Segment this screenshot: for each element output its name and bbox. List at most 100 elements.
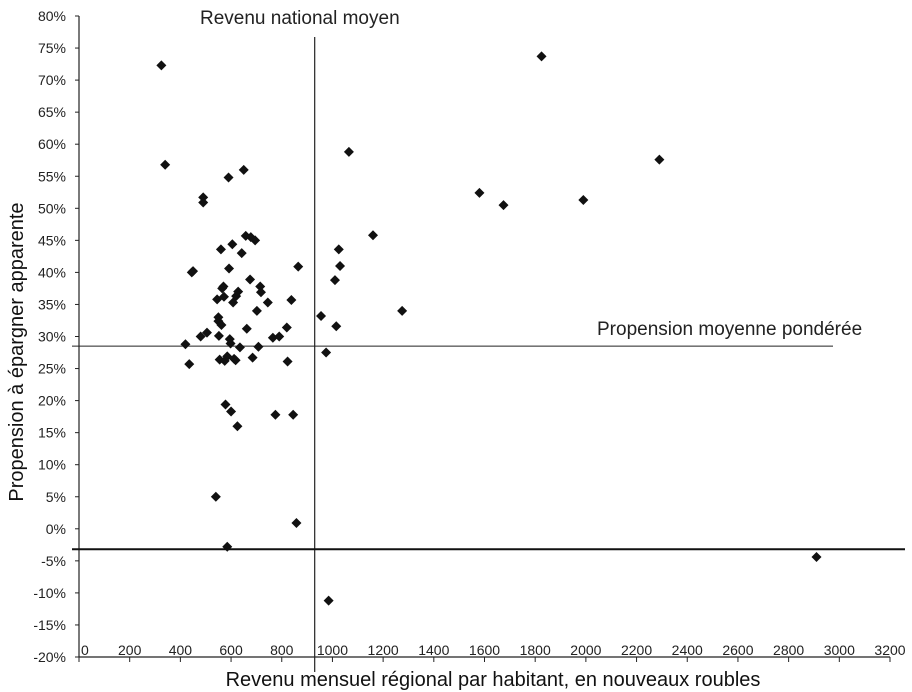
data-point xyxy=(286,294,297,305)
data-point xyxy=(293,261,304,272)
x-axis: 0 200 400 600 800 1000 1200 1400 1600 1800 2000 220… xyxy=(78,642,906,662)
y-tick-label: 25% xyxy=(38,361,66,377)
mean-income-label: Revenu national moyen xyxy=(200,8,400,29)
y-tick-label: -5% xyxy=(41,553,66,569)
x-tick-label: 2000 xyxy=(570,642,601,658)
data-point xyxy=(288,409,299,420)
y-tick-label: 35% xyxy=(38,296,66,312)
data-point xyxy=(232,421,243,432)
data-point xyxy=(220,399,231,410)
data-point xyxy=(536,51,547,62)
y-tick-label: 80% xyxy=(38,8,66,24)
y-tick-label: 55% xyxy=(38,168,66,184)
x-tick-label: 600 xyxy=(219,642,243,658)
y-tick-label: 75% xyxy=(38,40,66,56)
data-point xyxy=(578,194,589,205)
y-tick-label: -20% xyxy=(33,649,66,665)
data-point xyxy=(247,352,258,363)
y-tick-label: 40% xyxy=(38,264,66,280)
reference-lines xyxy=(72,37,905,672)
data-point xyxy=(291,518,302,529)
y-tick-label: 5% xyxy=(46,489,66,505)
data-point xyxy=(230,355,241,366)
data-point xyxy=(210,491,221,502)
data-point xyxy=(267,332,278,343)
data-point xyxy=(274,331,285,342)
data-point xyxy=(262,297,273,308)
data-point xyxy=(282,356,293,367)
data-point xyxy=(223,172,234,183)
data-point xyxy=(811,552,822,563)
data-point xyxy=(343,146,354,157)
data-point xyxy=(233,286,244,297)
data-point xyxy=(321,347,332,358)
x-tick-label: 1800 xyxy=(520,642,551,658)
y-tick-label: 50% xyxy=(38,200,66,216)
x-tick-label: 0 xyxy=(81,642,89,658)
y-tick-label: 60% xyxy=(38,136,66,152)
x-tick-label: 2800 xyxy=(773,642,804,658)
y-tick-label: -10% xyxy=(33,585,66,601)
data-point xyxy=(225,338,236,349)
data-point xyxy=(335,260,346,271)
data-point xyxy=(216,319,227,330)
data-point xyxy=(188,266,199,277)
x-tick-label: 1200 xyxy=(368,642,399,658)
data-point xyxy=(236,248,247,259)
y-tick-label: 20% xyxy=(38,393,66,409)
data-point xyxy=(255,281,266,292)
y-tick-label: 45% xyxy=(38,232,66,248)
x-tick-label: 2200 xyxy=(621,642,652,658)
data-point xyxy=(156,60,167,71)
data-point xyxy=(367,230,378,241)
data-point xyxy=(184,359,195,370)
x-tick-label: 400 xyxy=(169,642,193,658)
data-point xyxy=(198,197,209,208)
data-point xyxy=(331,321,342,332)
data-point xyxy=(198,192,209,203)
data-point xyxy=(224,263,235,274)
data-point xyxy=(474,187,485,198)
data-point xyxy=(245,274,256,285)
y-tick-label: 15% xyxy=(38,425,66,441)
data-point xyxy=(215,244,226,255)
y-tick-label: -15% xyxy=(33,617,66,633)
data-point xyxy=(222,541,233,552)
data-point xyxy=(195,331,206,342)
data-point xyxy=(255,287,266,298)
x-tick-label: 1600 xyxy=(469,642,500,658)
data-point xyxy=(201,327,212,338)
data-point xyxy=(498,200,509,211)
y-tick-label: 30% xyxy=(38,329,66,345)
x-axis-title: Revenu mensuel régional par habitant, en… xyxy=(226,669,761,691)
x-tick-label: 3000 xyxy=(824,642,855,658)
y-axis: 80% 75% 70% 65% 60% 55% 50% 45% 40% 35% 30% 25% 20% 1… xyxy=(33,8,80,665)
x-tick-label: 800 xyxy=(270,642,294,658)
data-point xyxy=(226,406,237,417)
x-tick-label: 1400 xyxy=(418,642,449,658)
data-point xyxy=(234,342,245,353)
data-point xyxy=(180,339,191,350)
data-point xyxy=(316,310,327,321)
data-point xyxy=(218,291,229,302)
x-tick-label: 2400 xyxy=(672,642,703,658)
y-tick-label: 0% xyxy=(46,521,66,537)
data-point xyxy=(241,323,252,334)
data-point xyxy=(250,235,261,246)
y-axis-title: Propension à épargner apparente xyxy=(6,202,28,501)
data-point xyxy=(251,305,262,316)
data-point xyxy=(213,330,224,341)
data-point xyxy=(270,409,281,420)
data-point xyxy=(238,164,249,175)
x-tick-label: 1000 xyxy=(317,642,348,658)
data-point xyxy=(227,239,238,250)
y-tick-label: 10% xyxy=(38,457,66,473)
data-point xyxy=(333,244,344,255)
data-point xyxy=(281,322,292,333)
x-tick-label: 3200 xyxy=(874,642,905,658)
data-point xyxy=(160,159,171,170)
data-point xyxy=(654,154,665,165)
data-point xyxy=(218,281,229,292)
data-point xyxy=(323,595,334,606)
